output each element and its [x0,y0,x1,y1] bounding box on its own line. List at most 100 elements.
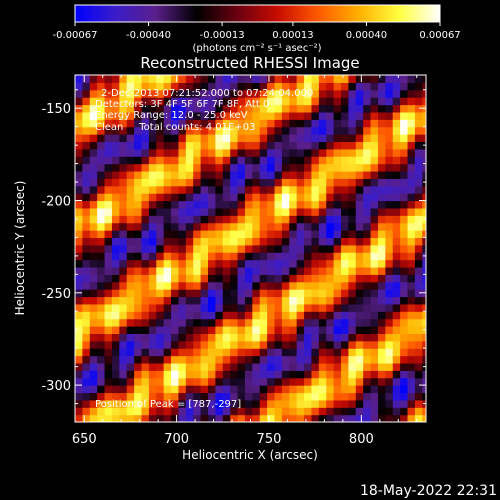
heatmap-cell [341,296,350,305]
heatmap-cell [97,296,106,305]
heatmap-cell [252,104,261,113]
heatmap-cell [178,185,187,194]
heatmap-cell [304,274,313,283]
heatmap-cell [296,355,305,364]
heatmap-cell [141,333,150,342]
heatmap-cell [97,407,106,416]
heatmap-cell [377,207,386,216]
heatmap-cell [326,333,335,342]
heatmap-cell [200,407,209,416]
heatmap-cell [148,377,157,386]
heatmap-cell [407,178,416,187]
heatmap-cell [185,244,194,253]
heatmap-cell [281,370,290,379]
heatmap-cell [134,377,143,386]
heatmap-cell [237,370,246,379]
heatmap-cell [392,333,401,342]
annotation-energy-range: Energy Range: 12.0 - 25.0 keV [95,110,248,121]
heatmap-cell [97,89,106,98]
heatmap-cell [156,289,165,298]
heatmap-cell [141,303,150,312]
heatmap-cell [422,148,426,157]
heatmap-cell [318,207,327,216]
heatmap-cell [318,111,327,120]
heatmap-cell [385,399,394,408]
heatmap-cell [230,193,239,202]
heatmap-cell [134,385,143,394]
heatmap-cell [267,244,276,253]
heatmap-cell [126,163,135,172]
heatmap-cell [407,348,416,357]
heatmap-cell [200,289,209,298]
heatmap-cell [370,399,379,408]
heatmap-cell [82,185,91,194]
heatmap-cell [400,407,409,416]
heatmap-cell [341,370,350,379]
heatmap-cell [274,407,283,416]
heatmap-cell [230,126,239,135]
heatmap-cell [178,377,187,386]
heatmap-cell [134,185,143,194]
heatmap-cell [311,193,320,202]
heatmap-cell [208,340,216,349]
heatmap-cell [281,392,290,401]
heatmap-cell [333,289,342,298]
heatmap-cell [244,362,253,371]
heatmap-cell [400,193,409,202]
heatmap-cell [333,392,342,401]
heatmap-cell [163,156,172,165]
heatmap-cell [156,377,165,386]
heatmap-cell [370,318,379,327]
heatmap-cell [222,326,231,334]
heatmap-cell [141,407,150,416]
heatmap-cell [304,75,313,83]
heatmap-cell [267,385,276,394]
heatmap-cell [208,163,216,172]
heatmap-cell [414,111,423,120]
heatmap-cell [141,340,150,349]
heatmap-cell [385,134,394,143]
x-tick-label: 800 [349,432,374,447]
heatmap-cell [230,119,239,128]
heatmap-cell [178,289,187,298]
heatmap-cell [341,340,350,349]
heatmap-cell [363,377,372,386]
heatmap-cell [75,111,83,120]
heatmap-cell [385,222,394,231]
heatmap-cell [370,311,379,320]
heatmap-cell [97,185,106,194]
heatmap-cell [326,311,335,320]
heatmap-cell [333,385,342,394]
heatmap-cell [230,252,239,261]
heatmap-cell [111,141,120,150]
heatmap-cell [311,326,320,334]
heatmap-cell [304,303,313,312]
heatmap-cell [414,156,423,165]
heatmap-cell [274,163,283,172]
heatmap-cell [414,163,423,172]
heatmap-cell [252,215,261,224]
heatmap-cell [318,252,327,261]
heatmap-cell [126,185,135,194]
heatmap-cell [318,355,327,364]
heatmap-cell [134,259,143,268]
heatmap-cell [400,244,409,253]
heatmap-cell [326,385,335,394]
heatmap-cell [422,244,426,253]
heatmap-cell [222,414,231,422]
heatmap-cell [82,148,91,157]
heatmap-cell [274,222,283,231]
heatmap-cell [185,362,194,371]
heatmap-cell [134,230,143,239]
heatmap-cell [281,414,290,422]
heatmap-cell [75,126,83,135]
heatmap-cell [355,126,364,135]
heatmap-cell [193,362,202,371]
heatmap-cell [296,326,305,334]
heatmap-cell [348,303,357,312]
heatmap-cell [341,326,350,334]
heatmap-cell [163,75,172,83]
heatmap-cell [326,362,335,371]
y-tick-label: -250 [41,287,71,302]
heatmap-cell [341,230,350,239]
